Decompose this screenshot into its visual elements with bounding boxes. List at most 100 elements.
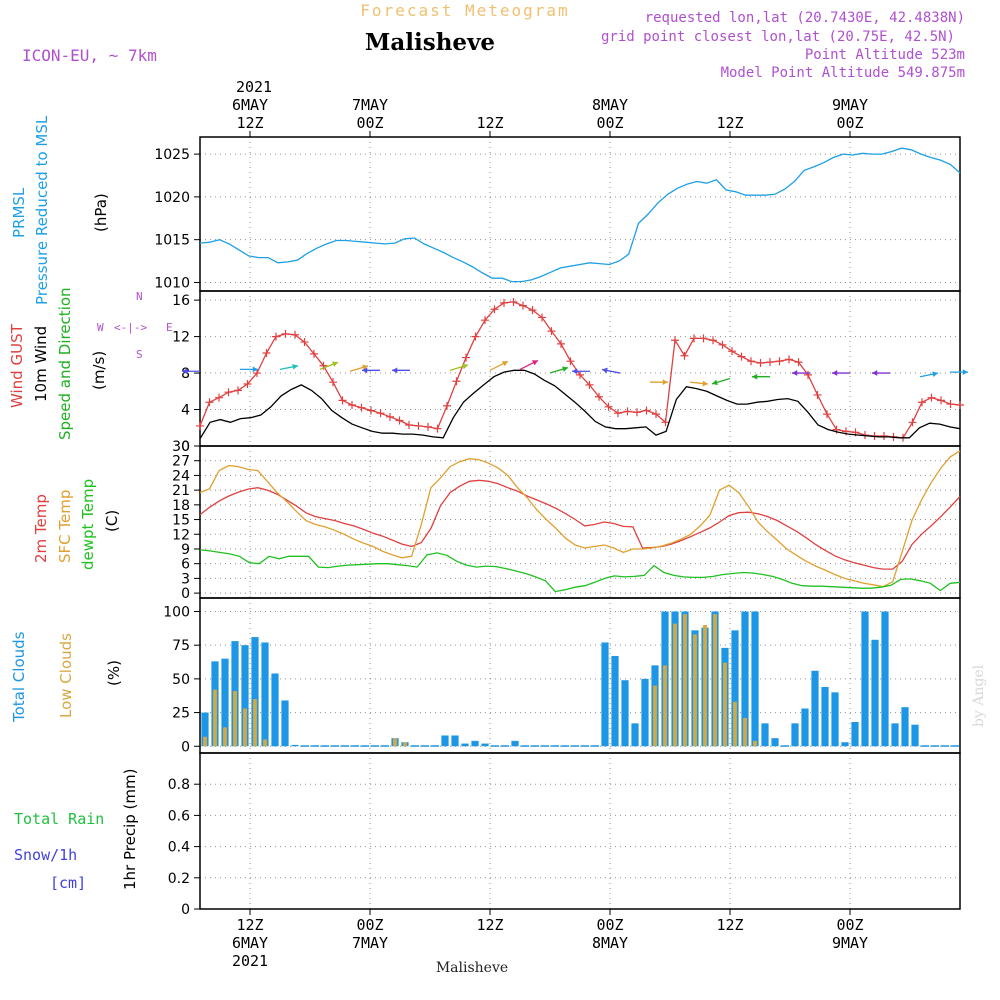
gust-marker: [585, 380, 594, 389]
cloud-bar-low: [243, 708, 247, 747]
gust-marker: [718, 340, 727, 349]
cloud-bar-total: [491, 745, 499, 747]
ytick-label: 0.6: [168, 808, 190, 824]
cloud-label-low: Low Clouds: [57, 633, 75, 718]
gust-marker: [785, 355, 793, 364]
cloud-bar-low: [703, 624, 707, 747]
wind-dir-arrowhead: [752, 373, 758, 380]
temp-label-sfc: SFC Temp: [56, 490, 74, 563]
series-2m-temp: [199, 479, 961, 570]
gust-marker: [823, 410, 831, 419]
model-label: ICON-EU, ~ 7km: [22, 46, 157, 65]
ytick-label: 25: [172, 706, 190, 722]
chart-subtitle: Forecast Meteogram: [360, 1, 569, 20]
gust-marker: [576, 370, 584, 379]
ytick-label: 0.2: [168, 871, 190, 887]
wind-dir-arrowhead: [292, 364, 298, 370]
panel-5: 0 0.2 0.4 0.6 0.8: [168, 752, 961, 918]
ytick-label: 21: [172, 483, 190, 499]
gust-marker: [281, 329, 290, 338]
gust-marker: [623, 407, 632, 416]
wind-dir-arrowhead: [872, 370, 878, 376]
bottom-tick-hour: 00Z: [356, 916, 383, 934]
cloud-bar-low: [693, 634, 697, 747]
wind-dir-arrowhead: [502, 361, 508, 367]
cloud-bar-total: [511, 740, 519, 747]
bottom-tick-hour: 00Z: [836, 916, 863, 934]
gust-marker: [918, 398, 926, 407]
cloud-bar-low: [233, 691, 237, 747]
cloud-bar-total: [871, 639, 879, 747]
gust-marker: [880, 431, 888, 440]
gust-marker: [538, 313, 546, 322]
gust-marker: [509, 297, 518, 306]
cloud-bar-total: [951, 745, 959, 747]
compass-west: W: [97, 321, 104, 334]
cloud-bar-total: [571, 745, 579, 747]
cloud-bar-low: [653, 685, 657, 747]
precip-panel-labels: Total Rain Snow/1h [cm] 1hr Precip (mm): [14, 769, 139, 892]
gust-marker: [908, 418, 917, 427]
ytick-label: 3: [181, 571, 190, 587]
cloud-bar-low: [743, 717, 747, 747]
cloud-bar-total: [751, 611, 759, 747]
ytick-label: 16: [172, 293, 190, 309]
ytick-label: 12: [172, 527, 190, 543]
cloud-bar-total: [451, 735, 459, 747]
cloud-bar-total: [521, 745, 529, 747]
compass-rose: W <-|-> E N S: [97, 290, 173, 361]
wind-label-dir: Speed and Direction: [56, 287, 74, 440]
bottom-tick-day: 6MAY: [232, 934, 268, 952]
top-tick-hour: 00Z: [596, 114, 623, 132]
compass-south: S: [136, 348, 143, 361]
temp-panel-labels: 2m Temp SFC Temp dewpt Temp (C): [32, 479, 121, 570]
ytick-label: 9: [181, 542, 190, 558]
top-tick-hour: 12Z: [236, 114, 263, 132]
gust-marker: [205, 398, 214, 407]
wind-panel-labels: Wind GUST 10m Wind Speed and Direction (…: [8, 287, 173, 440]
precip-label-snow: Snow/1h: [14, 846, 77, 864]
ytick-label: 0.4: [168, 840, 190, 856]
credit-watermark: by Angel: [971, 664, 987, 727]
cloud-bar-low: [223, 727, 227, 747]
cloud-bar-total: [601, 642, 609, 747]
gust-marker: [690, 334, 698, 343]
model-point-altitude: Model Point Altitude 549.875m: [721, 65, 965, 81]
pressure-panel-labels: PRMSL Pressure Reduced to MSL (hPa): [10, 115, 110, 305]
pressure-label-prmsl: PRMSL: [10, 187, 28, 238]
wind-dir-arrowhead: [712, 379, 718, 386]
cloud-bar-total: [801, 708, 809, 747]
gust-marker: [946, 400, 955, 409]
cloud-bar-total: [621, 680, 629, 747]
gust-marker: [348, 400, 356, 409]
cloud-bar-low: [683, 614, 687, 747]
wind-dir-arrowhead: [932, 371, 938, 377]
gust-marker: [519, 301, 527, 310]
gust-marker: [433, 424, 442, 433]
gust-marker: [671, 336, 679, 345]
gust-marker: [272, 332, 280, 341]
cloud-bar-total: [831, 692, 839, 747]
panel-frame: [199, 597, 961, 754]
bottom-tick-day: 9MAY: [832, 934, 868, 952]
gust-marker: [424, 422, 432, 431]
gust-marker: [357, 403, 366, 412]
cloud-bar-total: [501, 745, 509, 747]
gust-marker: [243, 380, 252, 388]
wind-unit: (m/s): [90, 351, 108, 390]
cloud-bar-low: [723, 662, 727, 747]
cloud-label-total: Total Clouds: [10, 631, 28, 723]
cloud-bar-low: [393, 738, 397, 747]
ytick-label: 1010: [154, 275, 190, 291]
ytick-label: 0: [181, 439, 190, 455]
gust-marker: [709, 336, 717, 345]
cloud-bar-total: [641, 678, 649, 747]
bottom-tick-hour: 12Z: [476, 916, 503, 934]
panel-frame: [199, 136, 961, 292]
wind-dir-arrowhead: [572, 368, 578, 375]
panel-1: 1010 1015 1020 1025: [154, 136, 961, 292]
cloud-bar-total: [311, 745, 319, 747]
cloud-bar-total: [761, 723, 769, 747]
cloud-bar-total: [891, 723, 899, 747]
panel-frame: [199, 290, 961, 447]
